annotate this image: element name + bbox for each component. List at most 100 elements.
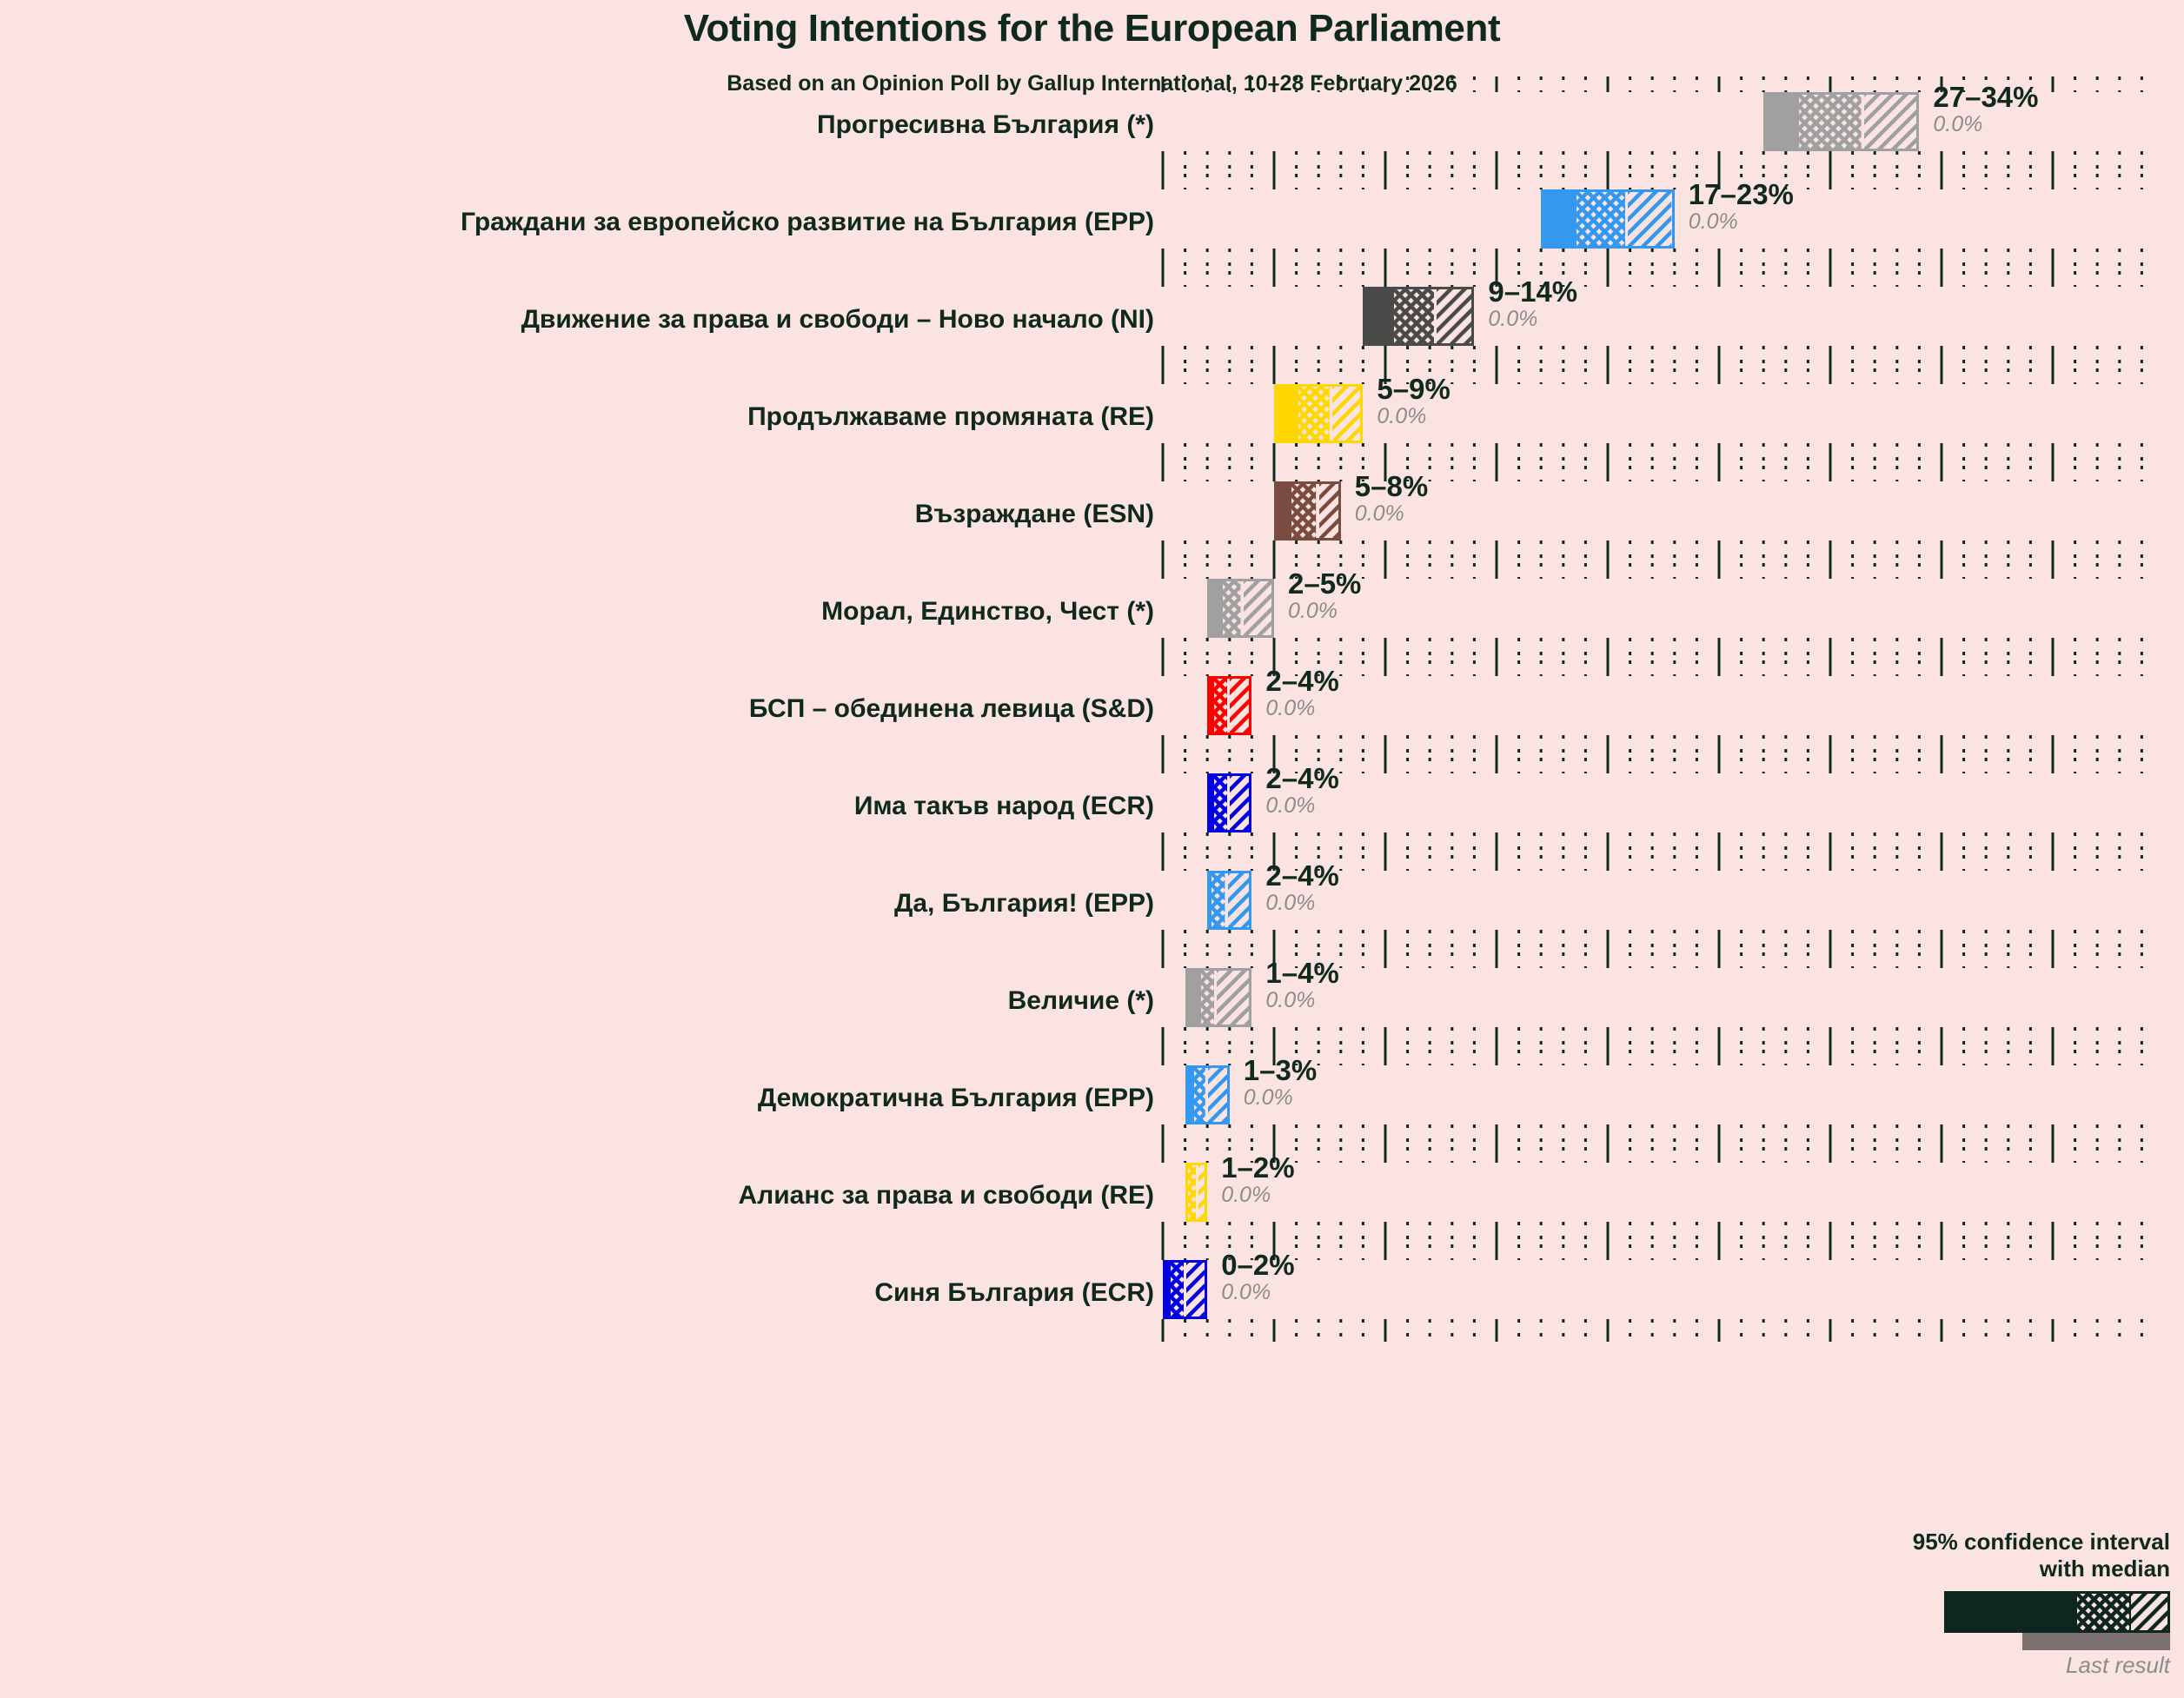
- bar-median-segment: [1213, 776, 1228, 830]
- bar-upper-segment: [1207, 1068, 1227, 1122]
- confidence-interval-bar: [1207, 871, 1252, 930]
- confidence-interval-bar: [1185, 1065, 1230, 1124]
- bar-row: Да, България! (EPP) 2–4% 0.0%: [0, 855, 2184, 952]
- bar-solid-segment: [1365, 289, 1395, 343]
- bar-row: Движение за права и свободи – Ново начал…: [0, 271, 2184, 368]
- party-label: Да, България! (EPP): [893, 889, 1154, 918]
- value-annotation: 2–4% 0.0%: [1265, 763, 1338, 818]
- bar-solid-segment: [1187, 1068, 1194, 1122]
- bar-upper-segment: [1437, 289, 1472, 343]
- bar-row: БСП – обединена левица (S&D) 2–4% 0.0%: [0, 660, 2184, 758]
- legend-last-result-label: Last result: [2066, 1652, 2170, 1678]
- bar-median-segment: [1211, 873, 1225, 927]
- range-value: 2–4%: [1265, 859, 1339, 892]
- last-result-value: 0.0%: [1221, 1279, 1271, 1304]
- bar-upper-segment: [1230, 679, 1250, 733]
- value-annotation: 27–34% 0.0%: [1933, 82, 2038, 136]
- bar-upper-segment: [1243, 581, 1271, 635]
- bar-median-segment: [1213, 679, 1228, 733]
- legend-title: 95% confidence interval with median: [1805, 1529, 2170, 1582]
- party-label: Демократична България (EPP): [757, 1084, 1154, 1112]
- value-annotation: 1–4% 0.0%: [1265, 958, 1338, 1012]
- value-annotation: 2–4% 0.0%: [1265, 666, 1338, 720]
- last-result-value: 0.0%: [1243, 1084, 1293, 1110]
- last-result-value: 0.0%: [1488, 306, 1538, 331]
- confidence-interval-bar: [1363, 287, 1475, 346]
- value-annotation: 9–14% 0.0%: [1488, 276, 1577, 331]
- bar-row: Величие (*) 1–4% 0.0%: [0, 952, 2184, 1050]
- value-annotation: 0–2% 0.0%: [1221, 1250, 1294, 1304]
- confidence-interval-bar: [1274, 481, 1341, 541]
- confidence-interval-bar: [1207, 773, 1252, 832]
- bar-row: Прогресивна България (*) 27–34% 0.0%: [0, 76, 2184, 174]
- range-value: 5–8%: [1354, 470, 1429, 502]
- page-title: Voting Intentions for the European Parli…: [683, 7, 1501, 50]
- party-label: Възраждане (ESN): [914, 500, 1154, 528]
- last-result-value: 0.0%: [1377, 403, 1427, 428]
- bar-median-segment: [1193, 1068, 1205, 1122]
- range-value: 2–4%: [1265, 762, 1339, 794]
- range-value: 1–4%: [1265, 957, 1339, 989]
- bar-row: Синя България (ECR) 0–2% 0.0%: [0, 1244, 2184, 1342]
- bar-upper-segment: [1216, 971, 1250, 1025]
- confidence-interval-bar: [1185, 1163, 1208, 1222]
- bar-solid-segment: [1210, 679, 1214, 733]
- confidence-interval-bar: [1274, 384, 1364, 443]
- range-value: 1–3%: [1243, 1054, 1318, 1086]
- bar-row: Алианс за права и свободи (RE) 1–2% 0.0%: [0, 1147, 2184, 1244]
- party-label: Движение за права и свободи – Ново начал…: [521, 305, 1154, 334]
- last-result-value: 0.0%: [1265, 890, 1316, 915]
- confidence-interval-bar: [1541, 189, 1675, 249]
- last-result-value: 0.0%: [1265, 793, 1316, 818]
- bar-median-segment: [1291, 484, 1317, 538]
- last-result-value: 0.0%: [1288, 598, 1338, 623]
- confidence-interval-bar: [1185, 968, 1252, 1027]
- party-label: Морал, Единство, Чест (*): [821, 597, 1154, 626]
- bar-upper-segment: [1227, 873, 1250, 927]
- bar-solid-segment: [1210, 581, 1224, 635]
- confidence-interval-bar: [1163, 1260, 1208, 1319]
- bar-upper-segment: [1318, 484, 1338, 538]
- bar-solid-segment: [1187, 1165, 1189, 1219]
- range-value: 1–2%: [1221, 1151, 1295, 1184]
- range-value: 5–9%: [1377, 373, 1450, 405]
- bar-upper-segment: [1230, 776, 1250, 830]
- range-value: 2–4%: [1265, 665, 1339, 697]
- bar-upper-segment: [1186, 1263, 1205, 1317]
- bar-upper-segment: [1863, 95, 1917, 149]
- range-value: 27–34%: [1933, 81, 2039, 113]
- party-label: БСП – обединена левица (S&D): [748, 694, 1154, 723]
- range-value: 9–14%: [1488, 275, 1578, 308]
- legend-upper-segment: [2131, 1594, 2167, 1630]
- last-result-value: 0.0%: [1688, 209, 1738, 234]
- party-label: Има такъв народ (ECR): [853, 792, 1154, 820]
- value-annotation: 1–3% 0.0%: [1244, 1055, 1317, 1110]
- bar-median-segment: [1223, 581, 1241, 635]
- bar-solid-segment: [1766, 95, 1800, 149]
- legend-title-line2: with median: [2039, 1555, 2170, 1582]
- range-value: 0–2%: [1221, 1249, 1295, 1281]
- bar-row: Морал, Единство, Чест (*) 2–5% 0.0%: [0, 563, 2184, 660]
- bar-median-segment: [1200, 971, 1214, 1025]
- last-result-value: 0.0%: [1265, 695, 1316, 720]
- legend-median-segment: [2077, 1594, 2129, 1630]
- legend-title-line1: 95% confidence interval: [1912, 1528, 2170, 1555]
- bar-solid-segment: [1277, 484, 1292, 538]
- range-value: 17–23%: [1688, 178, 1794, 210]
- party-label: Граждани за европейско развитие на Бълга…: [460, 208, 1154, 236]
- range-value: 2–5%: [1288, 567, 1362, 600]
- party-label: Алианс за права и свободи (RE): [738, 1181, 1155, 1210]
- bar-upper-segment: [1332, 387, 1361, 441]
- bar-median-segment: [1394, 289, 1435, 343]
- bar-row: Демократична България (EPP) 1–3% 0.0%: [0, 1050, 2184, 1147]
- last-result-value: 0.0%: [1933, 111, 1983, 136]
- bar-row: Има такъв народ (ECR) 2–4% 0.0%: [0, 758, 2184, 855]
- legend-last-result-bar: [2022, 1633, 2170, 1650]
- bar-row: Граждани за европейско развитие на Бълга…: [0, 174, 2184, 271]
- last-result-value: 0.0%: [1354, 501, 1404, 526]
- value-annotation: 5–8% 0.0%: [1355, 471, 1428, 526]
- bar-median-segment: [1298, 387, 1330, 441]
